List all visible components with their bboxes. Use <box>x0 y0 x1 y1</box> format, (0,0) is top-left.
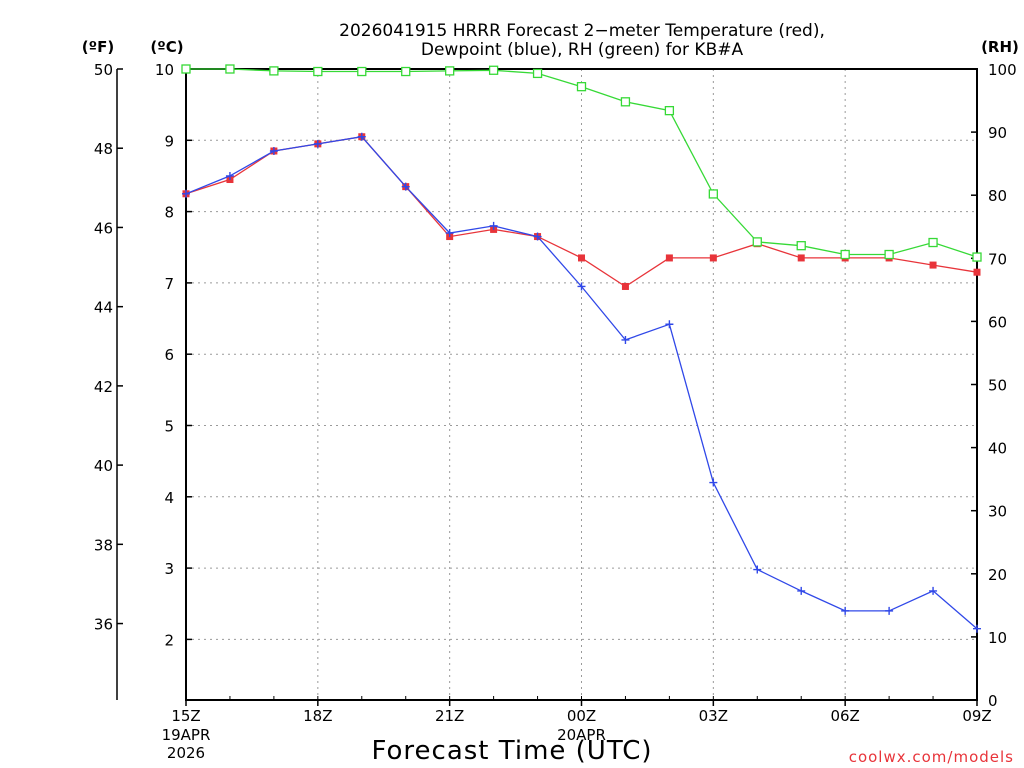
rh-tick-label: 30 <box>988 503 1007 521</box>
rh-point <box>840 249 850 260</box>
rh-point <box>620 97 631 107</box>
x-tick-label: 21Z <box>435 707 464 725</box>
celsius-tick-label: 5 <box>164 417 174 435</box>
rh-point <box>225 64 235 74</box>
celsius-tick-label: 3 <box>164 560 174 578</box>
temperature-point <box>973 268 981 276</box>
temperature-point <box>709 254 717 262</box>
dewpoint-point <box>313 139 322 148</box>
x-tick-label: 15Z <box>171 707 200 725</box>
rh-point <box>181 64 191 74</box>
rh-point <box>357 66 367 77</box>
rh-tick-label: 20 <box>988 566 1007 584</box>
x-tick-label: 09Z <box>962 707 991 725</box>
celsius-tick-label: 6 <box>164 346 174 364</box>
fahrenheit-unit-label: (ºF) <box>82 38 114 56</box>
x-axis-title: Forecast Time (UTC) <box>371 736 652 766</box>
dewpoint-point <box>225 171 234 180</box>
rh-point <box>445 66 455 76</box>
rh-tick-label: 90 <box>988 124 1007 142</box>
fahrenheit-tick-label: 46 <box>94 219 113 237</box>
dewpoint-point <box>709 478 718 487</box>
dewpoint-point <box>489 221 498 230</box>
rh-point <box>576 82 587 92</box>
celsius-tick-label: 9 <box>164 132 174 150</box>
x-tick-label: 18Z <box>303 707 332 725</box>
rh-point <box>664 105 675 116</box>
dewpoint-point <box>621 335 630 344</box>
site-credit: coolwx.com/models <box>849 748 1014 766</box>
x-tick-label: 00Z <box>567 707 596 725</box>
fahrenheit-tick-label: 42 <box>94 378 113 396</box>
dewpoint-point <box>665 320 674 329</box>
x-tick-label: 06Z <box>830 707 859 725</box>
rh-tick-label: 40 <box>988 440 1007 458</box>
dewpoint-point <box>533 232 542 241</box>
rh-tick-label: 60 <box>988 313 1007 331</box>
temperature-point <box>578 254 585 262</box>
fahrenheit-tick-label: 48 <box>94 140 113 158</box>
rh-point <box>884 249 894 260</box>
rh-point <box>708 189 718 199</box>
dewpoint-point <box>445 228 454 237</box>
celsius-tick-label: 2 <box>164 631 174 649</box>
chart-title-line1: 2026041915 HRRR Forecast 2−meter Tempera… <box>339 21 825 41</box>
dewpoint-point <box>841 606 850 615</box>
fahrenheit-tick-label: 50 <box>94 61 113 79</box>
chart-title-line2: Dewpoint (blue), RH (green) for KB#A <box>421 40 744 60</box>
plot-border <box>185 68 978 701</box>
fahrenheit-tick-label: 36 <box>94 616 113 634</box>
rh-tick-label: 70 <box>988 250 1007 268</box>
axes: 5048464442403836109876543210090807060504… <box>94 61 1017 762</box>
rh-tick-label: 80 <box>988 187 1007 205</box>
dewpoint-point <box>797 586 806 595</box>
temperature-point <box>665 254 673 262</box>
rh-tick-label: 10 <box>988 629 1007 647</box>
rh-point <box>269 66 279 76</box>
rh-unit-label: (RH) <box>981 38 1019 56</box>
celsius-tick-label: 8 <box>164 204 174 222</box>
rh-point <box>928 237 938 248</box>
rh-point <box>313 66 323 77</box>
celsius-tick-label: 4 <box>164 489 174 507</box>
dewpoint-point <box>885 606 894 615</box>
x-tick-date: 20APR <box>557 726 606 744</box>
plot-frame <box>185 68 978 701</box>
fahrenheit-tick-label: 38 <box>94 536 113 554</box>
rh-point <box>401 66 411 77</box>
gridlines <box>185 68 978 700</box>
rh-point <box>752 237 762 247</box>
fahrenheit-tick-label: 40 <box>94 457 113 475</box>
rh-point <box>972 252 982 262</box>
temperature-point <box>929 261 937 269</box>
dewpoint-point <box>401 182 410 191</box>
dewpoint-point <box>753 565 762 574</box>
dewpoint-point <box>973 624 981 633</box>
rh-tick-label: 50 <box>988 377 1007 395</box>
x-tick-date: 19APR <box>162 726 211 744</box>
fahrenheit-tick-label: 44 <box>94 299 113 317</box>
series-layer <box>181 64 982 633</box>
x-tick-label: 03Z <box>699 707 728 725</box>
rh-point <box>532 68 543 79</box>
celsius-tick-label: 7 <box>164 275 174 293</box>
rh-point <box>488 65 499 75</box>
dewpoint-point <box>182 189 190 198</box>
celsius-unit-label: (ºC) <box>150 38 183 56</box>
rh-tick-label: 0 <box>988 692 998 710</box>
dewpoint-point <box>929 586 938 595</box>
rh-tick-label: 100 <box>988 61 1017 79</box>
temperature-point <box>621 282 629 290</box>
rh-line <box>186 68 978 258</box>
dewpoint-point <box>577 282 586 291</box>
dewpoint-point <box>269 146 278 155</box>
rh-point <box>796 241 806 251</box>
dewpoint-point <box>357 132 366 141</box>
celsius-tick-label: 10 <box>155 61 174 79</box>
x-tick-year: 2026 <box>167 744 205 762</box>
temperature-point <box>797 254 805 262</box>
